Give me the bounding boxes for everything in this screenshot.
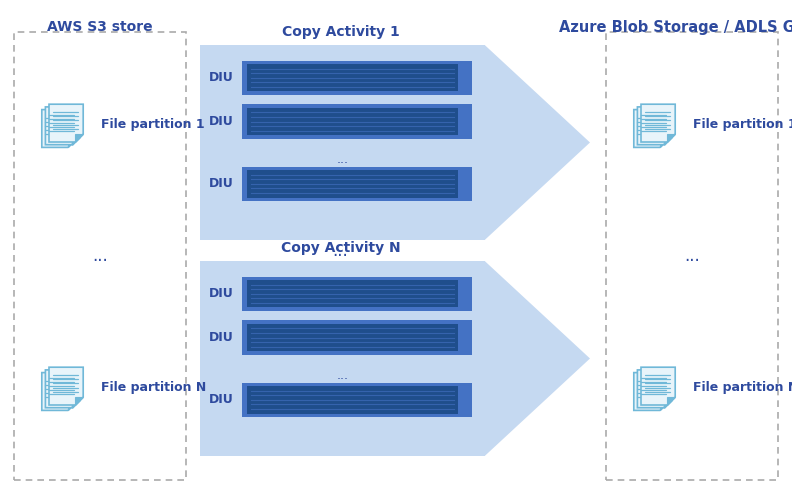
- Bar: [606, 32, 778, 480]
- Bar: [242, 321, 472, 355]
- Text: ...: ...: [337, 152, 348, 165]
- Polygon shape: [71, 136, 80, 145]
- Polygon shape: [641, 367, 676, 405]
- Polygon shape: [638, 107, 672, 145]
- Text: DIU: DIU: [209, 393, 234, 406]
- Text: ...: ...: [684, 247, 700, 265]
- Polygon shape: [667, 134, 676, 142]
- Polygon shape: [75, 134, 83, 142]
- Polygon shape: [634, 110, 668, 147]
- Polygon shape: [634, 373, 668, 410]
- Bar: [242, 61, 472, 95]
- Polygon shape: [68, 139, 76, 147]
- Text: AWS S3 store: AWS S3 store: [48, 20, 153, 34]
- Bar: [200, 261, 485, 456]
- Bar: [242, 105, 472, 138]
- Text: File partition N: File partition N: [693, 380, 792, 393]
- Bar: [246, 386, 458, 413]
- Polygon shape: [664, 399, 672, 408]
- Bar: [242, 167, 472, 201]
- Text: DIU: DIU: [209, 115, 234, 128]
- Text: Azure Blob Storage / ADLS Gen2: Azure Blob Storage / ADLS Gen2: [558, 20, 792, 35]
- Polygon shape: [49, 104, 83, 142]
- Polygon shape: [641, 104, 676, 142]
- Polygon shape: [68, 402, 76, 410]
- Bar: [246, 108, 458, 135]
- Text: File partition 1: File partition 1: [693, 118, 792, 130]
- Text: ...: ...: [92, 247, 108, 265]
- Text: Copy Activity N: Copy Activity N: [280, 241, 400, 255]
- Polygon shape: [485, 261, 590, 456]
- Polygon shape: [71, 399, 80, 408]
- Polygon shape: [660, 402, 668, 410]
- Polygon shape: [42, 110, 76, 147]
- Text: ...: ...: [337, 369, 348, 381]
- Bar: [14, 32, 186, 480]
- Bar: [246, 64, 458, 91]
- Text: ...: ...: [333, 242, 348, 259]
- Bar: [200, 45, 485, 240]
- Polygon shape: [75, 397, 83, 405]
- Bar: [242, 276, 472, 311]
- Polygon shape: [638, 370, 672, 408]
- Polygon shape: [485, 45, 590, 240]
- Polygon shape: [660, 139, 668, 147]
- Polygon shape: [667, 397, 676, 405]
- Text: DIU: DIU: [209, 71, 234, 84]
- Text: File partition N: File partition N: [101, 380, 206, 393]
- Text: DIU: DIU: [209, 331, 234, 344]
- Polygon shape: [42, 373, 76, 410]
- Polygon shape: [664, 136, 672, 145]
- Text: File partition 1: File partition 1: [101, 118, 204, 130]
- Text: DIU: DIU: [209, 177, 234, 190]
- Bar: [242, 383, 472, 417]
- Polygon shape: [45, 370, 80, 408]
- Bar: [246, 170, 458, 198]
- Polygon shape: [45, 107, 80, 145]
- Polygon shape: [49, 367, 83, 405]
- Text: DIU: DIU: [209, 287, 234, 300]
- Text: Copy Activity 1: Copy Activity 1: [281, 25, 399, 39]
- Bar: [246, 324, 458, 351]
- Bar: [246, 280, 458, 307]
